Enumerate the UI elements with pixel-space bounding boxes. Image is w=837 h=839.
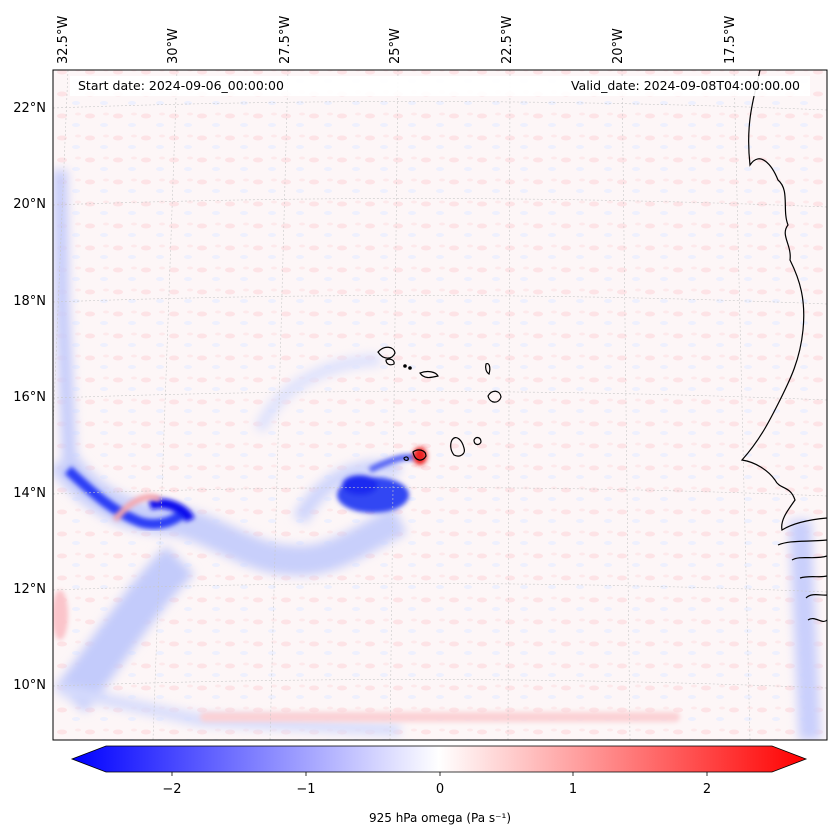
lat-label: 14°N <box>13 486 46 501</box>
island-brava <box>403 456 409 461</box>
lon-label: 30°W <box>166 28 181 64</box>
island-santo-antao <box>377 346 396 359</box>
lat-label: 10°N <box>13 678 46 693</box>
lon-label: 25°W <box>388 28 403 64</box>
island-maio <box>473 436 482 446</box>
lon-label: 17.5°W <box>723 16 738 64</box>
colorbar-tick-label: −2 <box>162 782 181 797</box>
lat-label: 22°N <box>13 101 46 116</box>
info-banner <box>70 76 810 96</box>
colorbar-tick-label: 0 <box>436 782 444 797</box>
longitude-labels: 32.5°W 30°W 27.5°W 25°W 22.5°W 20°W 17.5… <box>56 16 738 64</box>
omega-descent-features <box>53 447 680 722</box>
lat-label: 16°N <box>13 390 46 405</box>
cape-verde-islands <box>377 346 502 461</box>
lon-label: 22.5°W <box>500 16 515 64</box>
colorbar-bar <box>70 745 808 773</box>
island-boa-vista <box>487 390 502 403</box>
lat-label: 18°N <box>13 294 46 309</box>
colorbar-tick-label: 2 <box>703 782 711 797</box>
latitude-labels: 22°N 20°N 18°N 16°N 14°N 12°N 10°N <box>13 101 46 693</box>
island-sao-vicente <box>385 358 395 366</box>
island-santiago <box>450 436 465 457</box>
omega-strong-ascent <box>64 454 416 530</box>
lat-label: 12°N <box>13 582 46 597</box>
map-frame <box>52 69 828 741</box>
island-sal <box>485 362 491 375</box>
lon-label: 27.5°W <box>278 16 293 64</box>
lat-label: 20°N <box>13 197 46 212</box>
lon-label: 20°W <box>611 28 626 64</box>
colorbar-label: 925 hPa omega (Pa s⁻¹) <box>369 811 511 825</box>
island-sao-nicolau <box>419 370 439 379</box>
colorbar-tick-label: −1 <box>296 782 315 797</box>
colorbar-tick-label: 1 <box>569 782 577 797</box>
island-fogo <box>412 449 427 461</box>
valid-date-label: Valid_date: 2024-09-08T04:00:00.00 <box>571 78 800 93</box>
lon-label: 32.5°W <box>56 16 71 64</box>
coastline <box>740 70 827 623</box>
start-date-label: Start date: 2024-09-06_00:00:00 <box>78 78 284 93</box>
omega-field-background <box>53 70 827 740</box>
colorbar: −2 −1 0 1 2 925 hPa omega (Pa s⁻¹) <box>70 745 808 825</box>
map-panel <box>53 70 827 740</box>
